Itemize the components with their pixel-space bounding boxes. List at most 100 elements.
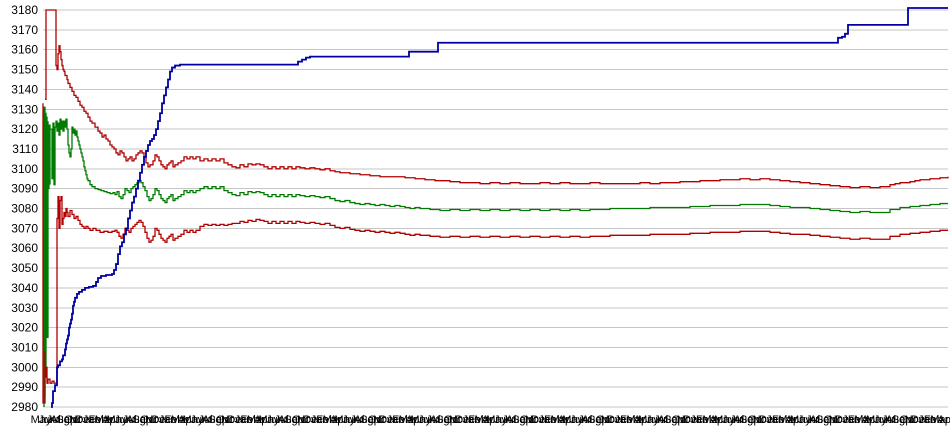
x-axis-tick-label: Apr	[482, 414, 499, 426]
x-axis-tick-label: Sep	[588, 414, 608, 426]
gridlines	[43, 9, 948, 408]
x-axis-tick-label: Nov	[373, 414, 393, 426]
x-axis-tick-label: Nov	[221, 414, 241, 426]
x-axis-tick-label: Aug	[50, 414, 70, 426]
x-axis-tick-label: Jan	[462, 414, 480, 426]
x-axis-tick-label: Apr	[558, 414, 575, 426]
x-axis-tick-label: Jan	[387, 414, 405, 426]
x-axis-tick-label: May	[334, 414, 355, 426]
y-axis-tick-label: 3070	[11, 221, 38, 235]
x-axis-tick-label: Apr	[937, 414, 950, 426]
x-axis-tick-label: Aug	[886, 414, 906, 426]
x-axis-tick-label: Jan	[235, 414, 253, 426]
x-axis-tick-label: Dec	[227, 414, 247, 426]
x-axis-tick-label: Jul	[806, 414, 820, 426]
x-axis-tick-label: Nov	[829, 414, 849, 426]
x-axis-tick-label: Jun	[38, 414, 56, 426]
x-axis-tick-label: Aug	[354, 414, 374, 426]
y-axis-tick-label: 3000	[11, 360, 38, 374]
x-axis-tick-label: Mar	[626, 414, 645, 426]
y-axis-tick-label: 3100	[11, 162, 38, 176]
y-axis-tick-label: 3030	[11, 301, 38, 315]
y-axis-tick-label: 3180	[11, 3, 38, 17]
x-axis-tick-label: Sep	[360, 414, 380, 426]
x-axis-tick-label: Apr	[786, 414, 803, 426]
x-axis-tick-label: Jul	[578, 414, 592, 426]
x-axis-tick-label: Mar	[323, 414, 342, 426]
x-axis-tick-label: Oct	[444, 414, 461, 426]
y-axis-tick-label: 3090	[11, 182, 38, 196]
x-axis-tick-label: Sep	[816, 414, 836, 426]
y-axis-tick-label: 3040	[11, 281, 38, 295]
x-axis-tick-label: Oct	[216, 414, 233, 426]
x-axis-tick-label: Dec	[683, 414, 703, 426]
x-axis-tick-label: Feb	[240, 414, 259, 426]
x-axis-tick-label: May	[31, 414, 52, 426]
x-axis-tick-label: Dec	[531, 414, 551, 426]
x-axis-tick-label: Apr	[330, 414, 347, 426]
x-axis-tick-label: May	[182, 414, 203, 426]
x-axis-tick-label: Jul	[47, 414, 61, 426]
x-axis-tick-label: Oct	[140, 414, 157, 426]
x-axis-tick-label: Jan	[690, 414, 708, 426]
x-axis-tick-label: Mar	[550, 414, 569, 426]
y-axis-tick-label: 3130	[11, 102, 38, 116]
x-axis-tick-label: Jun	[342, 414, 360, 426]
x-axis-tick-label: Jul	[654, 414, 668, 426]
x-axis-tick-label: Feb	[924, 414, 943, 426]
x-axis-tick-label: Feb	[620, 414, 639, 426]
x-axis-tick-label: Aug	[126, 414, 146, 426]
x-axis-tick-label: Mar	[95, 414, 114, 426]
x-axis-tick-label: Jun	[418, 414, 436, 426]
x-axis-tick-label: Dec	[455, 414, 475, 426]
x-axis-tick-label: Jun	[570, 414, 588, 426]
x-axis-tick-label: Feb	[316, 414, 335, 426]
x-axis-tick-label: Feb	[392, 414, 411, 426]
x-axis-tick-label: May	[866, 414, 887, 426]
x-axis-tick-label: Aug	[810, 414, 830, 426]
x-axis-tick-label: Jul	[882, 414, 896, 426]
upper-band-red-line	[45, 9, 949, 189]
x-axis-tick-label: Sep	[208, 414, 228, 426]
x-axis-tick-label: Dec	[151, 414, 171, 426]
x-axis-tick-label: Oct	[672, 414, 689, 426]
x-axis-tick-label: Mar	[399, 414, 418, 426]
x-axis-tick-label: May	[790, 414, 811, 426]
x-axis-tick-label: Mar	[854, 414, 873, 426]
y-axis-tick-label: 3150	[11, 63, 38, 77]
x-axis-tick-label: Oct	[748, 414, 765, 426]
x-axis-tick-label: Nov	[905, 414, 925, 426]
x-axis-tick-label: Jan	[614, 414, 632, 426]
x-axis-tick-label: Aug	[506, 414, 526, 426]
x-axis-tick-label: Mar	[475, 414, 494, 426]
x-axis-tick-label: Aug	[734, 414, 754, 426]
x-axis-tick-label: Dec	[835, 414, 855, 426]
x-axis-tick-label: Nov	[69, 414, 89, 426]
x-axis-tick-label: Dec	[379, 414, 399, 426]
x-axis-tick-label: Sep	[132, 414, 152, 426]
x-axis-tick-label: Feb	[88, 414, 107, 426]
x-axis-tick-label: Dec	[607, 414, 627, 426]
x-axis-tick-label: Nov	[525, 414, 545, 426]
x-axis-tick-label: Sep	[512, 414, 532, 426]
x-axis-tick-label: Apr	[254, 414, 271, 426]
x-axis-tick-label: Sep	[664, 414, 684, 426]
x-axis-tick-label: May	[258, 414, 279, 426]
x-axis-tick-label: Mar	[247, 414, 266, 426]
x-axis-tick-label: Jul	[502, 414, 516, 426]
x-axis-tick-label: Jun	[874, 414, 892, 426]
x-axis-tick-label: Oct	[824, 414, 841, 426]
x-axis-tick-label: Nov	[601, 414, 621, 426]
x-axis-tick-label: Dec	[76, 414, 96, 426]
x-axis-tick-label: Jul	[730, 414, 744, 426]
x-axis-tick-label: Aug	[278, 414, 298, 426]
x-axis-tick-label: Jan	[159, 414, 177, 426]
x-axis-tick-label: Oct	[292, 414, 309, 426]
x-axis-tick-label: Oct	[899, 414, 916, 426]
x-axis-tick-label: May	[410, 414, 431, 426]
x-axis-tick-label: Sep	[436, 414, 456, 426]
x-axis-tick-label: Mar	[930, 414, 949, 426]
x-axis-labels: MayJunJulAugSepOctNovDecJanFebMarAprMayJ…	[31, 414, 950, 426]
